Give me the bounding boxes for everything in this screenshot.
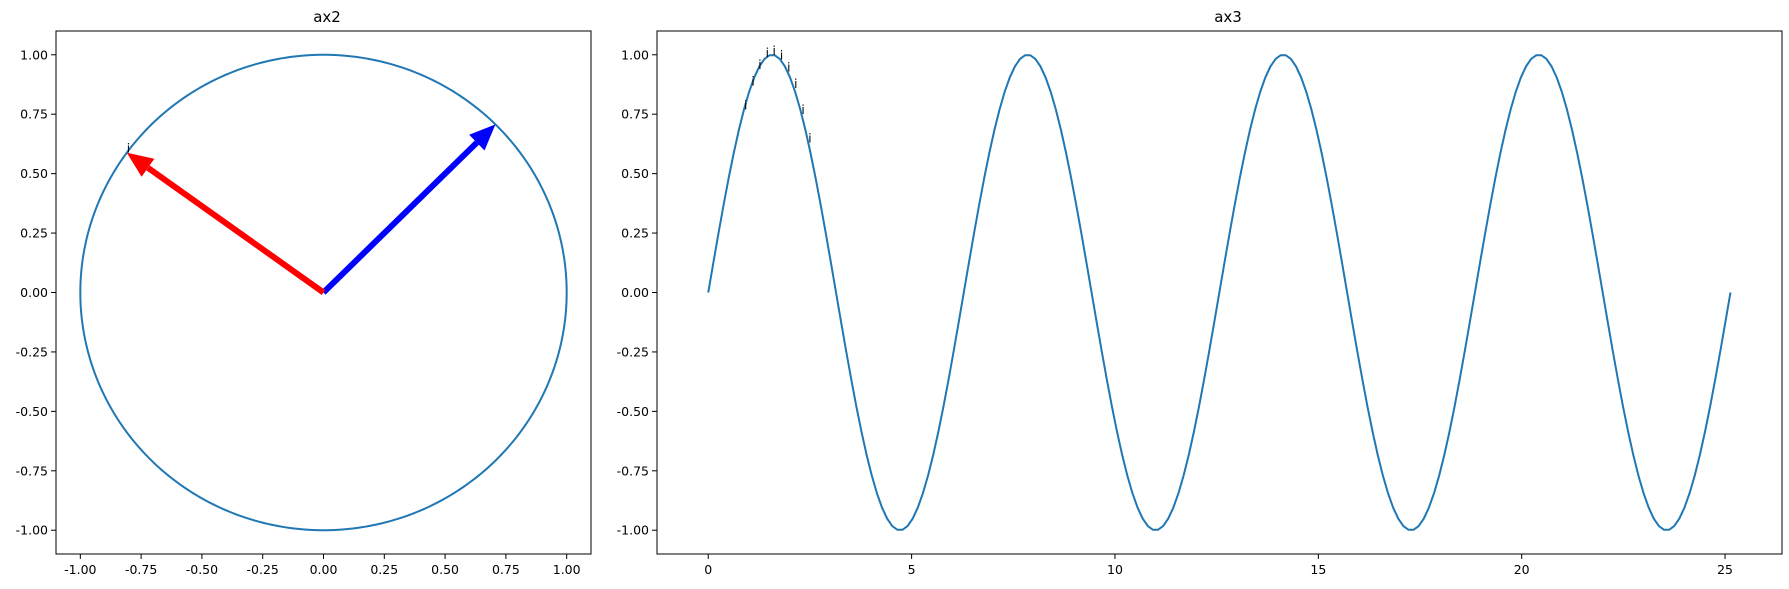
y-tick-label: -0.25 (16, 344, 48, 359)
ax2-title: ax2 (313, 8, 341, 26)
x-tick-label: 0.50 (431, 562, 459, 577)
arrow-shaft (146, 165, 326, 295)
annotation-label: i (794, 77, 797, 91)
annotation-label: i (766, 46, 769, 60)
series-line (79, 53, 568, 532)
x-tick-label: 5 (908, 562, 916, 577)
annotation-label: i (758, 58, 761, 72)
x-tick-label: -0.75 (125, 562, 157, 577)
x-tick-label: 25 (1717, 562, 1733, 577)
y-tick-label: -1.00 (16, 523, 48, 538)
y-tick-label: -0.75 (617, 463, 649, 478)
x-tick-label: -1.00 (64, 562, 96, 577)
annotation-label: i (780, 49, 783, 63)
y-tick-label: -0.50 (16, 404, 48, 419)
annotation-label: i (127, 142, 130, 156)
x-tick-label: 15 (1310, 562, 1326, 577)
ax3-title: ax3 (1214, 8, 1242, 26)
ax2-axes: ax2 -1.00 -0.75 -0.50 -0.25 0.00 0.25 0.50 0.75… (16, 8, 592, 577)
x-tick-label: 0 (704, 562, 712, 577)
annotation-label: i (787, 60, 790, 74)
arrow-head (126, 152, 155, 177)
arrow-shaft (321, 140, 479, 295)
annotation-label: i (751, 75, 754, 89)
x-tick-label: -0.50 (186, 562, 218, 577)
y-tick-label: 0.50 (621, 166, 649, 181)
y-tick-label: 0.50 (20, 166, 48, 181)
ax3-axes: ax3 0 5 10 15 20 25 -1.00 -0.75 -0.50 -0.25 0.00 0.… (617, 8, 1783, 577)
ax2-frame (55, 30, 592, 555)
y-tick-label: 1.00 (20, 47, 48, 62)
annotation-label: i (773, 44, 776, 58)
x-tick-label: 0.00 (310, 562, 338, 577)
ax2-plot-area: i (79, 53, 568, 532)
y-tick-label: -0.75 (16, 463, 48, 478)
x-tick-label: 1.00 (553, 562, 581, 577)
x-tick-label: -0.25 (247, 562, 279, 577)
ax3-frame (656, 30, 1783, 555)
ax3-ticks: 0 5 10 15 20 25 -1.00 -0.75 -0.50 -0.25 0.00 0.25 0.… (617, 47, 1733, 577)
arrow-head (469, 124, 496, 151)
annotation-label: i (808, 132, 811, 146)
annotation-label: i (744, 98, 747, 112)
x-tick-label: 0.75 (492, 562, 520, 577)
y-tick-label: -1.00 (617, 523, 649, 538)
y-tick-label: 0.25 (20, 226, 48, 241)
y-tick-label: -0.25 (617, 344, 649, 359)
y-tick-label: 0.00 (621, 285, 649, 300)
y-tick-label: 0.75 (621, 107, 649, 122)
ax2-ticks: -1.00 -0.75 -0.50 -0.25 0.00 0.25 0.50 0.75 1.00… (16, 47, 581, 577)
y-tick-label: -0.50 (617, 404, 649, 419)
y-tick-label: 0.25 (621, 226, 649, 241)
x-tick-label: 20 (1514, 562, 1530, 577)
series-line (707, 54, 1732, 531)
y-tick-label: 0.00 (20, 285, 48, 300)
y-tick-label: 0.75 (20, 107, 48, 122)
x-tick-label: 10 (1107, 562, 1123, 577)
annotation-label: i (801, 103, 804, 117)
y-tick-label: 1.00 (621, 47, 649, 62)
x-tick-label: 0.25 (370, 562, 398, 577)
